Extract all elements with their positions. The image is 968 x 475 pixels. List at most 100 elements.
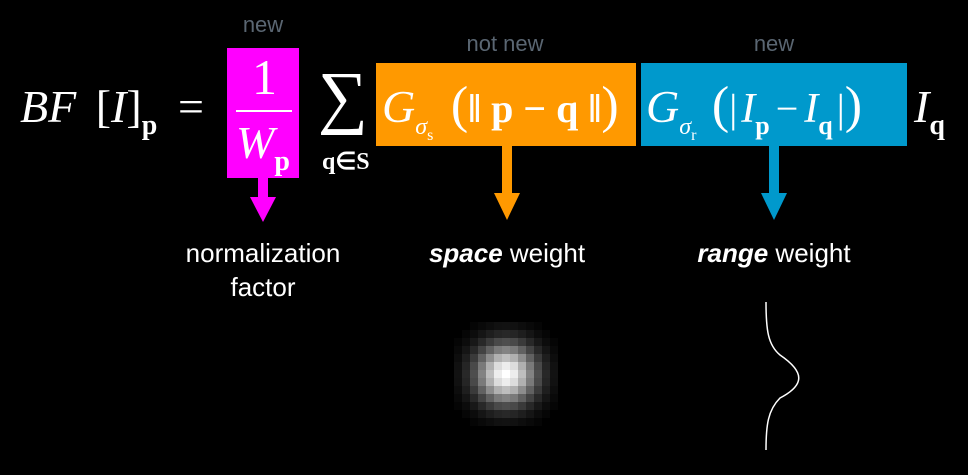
kernel-pixel [534,378,542,386]
kernel-pixel [502,370,510,378]
kernel-pixel [454,370,462,378]
range-arrow-icon [761,146,787,220]
kernel-pixel [454,386,462,394]
summation-subscript: q∈S [322,147,370,176]
kernel-pixel [534,402,542,410]
kernel-pixel [534,338,542,346]
space-weight-label-bold: space [428,238,503,268]
kernel-pixel [526,346,534,354]
kernel-pixel [454,362,462,370]
kernel-pixel [462,378,470,386]
kernel-pixel [518,362,526,370]
kernel-pixel [526,418,534,426]
kernel-pixel [486,322,494,330]
tail-intensity: Iq [914,80,945,141]
kernel-pixel [550,338,558,346]
kernel-pixel [462,402,470,410]
kernel-pixel [486,394,494,402]
equals-sign: = [178,81,204,132]
kernel-pixel [486,330,494,338]
kernel-pixel [478,394,486,402]
kernel-pixel [470,362,478,370]
fraction-denominator: Wp [236,116,290,177]
range-weight-box [641,63,907,146]
kernel-pixel [526,378,534,386]
kernel-pixel [550,386,558,394]
kernel-pixel [542,394,550,402]
kernel-pixel [478,330,486,338]
kernel-pixel [542,330,550,338]
kernel-pixel [454,354,462,362]
kernel-pixel [510,362,518,370]
kernel-pixel [518,370,526,378]
kernel-pixel [518,378,526,386]
kernel-pixel [470,402,478,410]
kernel-pixel [518,386,526,394]
kernel-pixel [518,330,526,338]
kernel-pixel [470,418,478,426]
kernel-pixel [526,354,534,362]
kernel-pixel [526,362,534,370]
kernel-pixel [494,402,502,410]
kernel-pixel [470,322,478,330]
tail-intensity-symbol: I [914,81,930,132]
tag-not-new-space: not new [466,31,544,56]
kernel-pixel [518,394,526,402]
range-sigma-subscript: r [691,127,697,144]
kernel-pixel [470,330,478,338]
space-weight-box [376,63,636,146]
kernel-pixel [510,378,518,386]
kernel-pixel [526,394,534,402]
kernel-pixel [518,338,526,346]
kernel-pixel [478,378,486,386]
kernel-pixel [494,322,502,330]
kernel-pixel [510,418,518,426]
kernel-pixel [454,378,462,386]
lhs-subscript: p [141,110,158,141]
range-intensity-p-subscript: p [755,111,770,140]
kernel-pixel [502,322,510,330]
kernel-pixel [454,394,462,402]
fraction-bar [236,110,292,112]
space-arrow-icon [494,146,520,220]
kernel-pixel [470,410,478,418]
kernel-pixel [494,370,502,378]
space-kernel-expression: Gσs (‖ p − q ‖) [382,76,619,144]
tail-intensity-subscript: q [929,110,945,141]
kernel-pixel [462,354,470,362]
kernel-pixel [526,402,534,410]
kernel-pixel [526,386,534,394]
kernel-pixel [534,322,542,330]
kernel-pixel [534,410,542,418]
space-paren-close: ) [601,77,619,134]
kernel-pixel [494,410,502,418]
bracket-close: ] [126,81,142,132]
kernel-pixel [478,418,486,426]
kernel-pixel [462,410,470,418]
kernel-pixel [462,330,470,338]
kernel-pixel [542,354,550,362]
kernel-pixel [494,394,502,402]
kernel-pixel [550,362,558,370]
kernel-pixel [550,370,558,378]
normalization-factor-label: normalization factor [163,236,363,304]
kernel-pixel [542,410,550,418]
kernel-pixel [486,418,494,426]
tag-new-normalization: new [242,12,284,37]
space-paren-open: ( [450,77,469,134]
kernel-pixel [486,386,494,394]
kernel-pixel [502,346,510,354]
kernel-pixel [502,386,510,394]
kernel-pixel [550,402,558,410]
kernel-pixel [526,330,534,338]
kernel-pixel [486,370,494,378]
kernel-pixel [494,378,502,386]
range-paren-open: ( [711,77,730,134]
kernel-pixel [502,362,510,370]
kernel-pixel [486,338,494,346]
kernel-pixel [494,330,502,338]
space-sigma: σ [415,114,428,140]
range-intensity-p: I [741,86,756,132]
space-weight-label: space weight [402,236,612,270]
kernel-pixel [518,418,526,426]
